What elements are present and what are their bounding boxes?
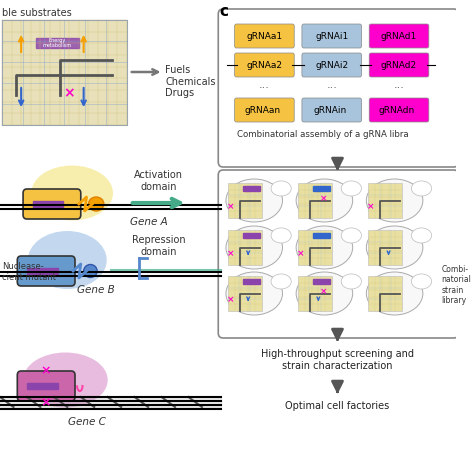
Bar	[313, 186, 330, 191]
FancyBboxPatch shape	[18, 256, 75, 286]
Text: Fuels
Chemicals
Drugs: Fuels Chemicals Drugs	[165, 65, 216, 98]
Text: Gene B: Gene B	[77, 285, 115, 295]
Bar	[27, 383, 58, 389]
Ellipse shape	[83, 264, 97, 277]
Text: ...: ...	[326, 80, 337, 90]
Bar	[228, 230, 262, 265]
Text: gRNAdn: gRNAdn	[379, 106, 415, 115]
Text: Repression
domain: Repression domain	[132, 235, 185, 256]
Text: gRNAi1: gRNAi1	[315, 31, 348, 40]
Ellipse shape	[296, 179, 353, 222]
Text: ×: ×	[367, 202, 375, 211]
FancyBboxPatch shape	[369, 98, 429, 122]
Bar	[243, 186, 260, 191]
Text: ×: ×	[227, 249, 235, 258]
FancyBboxPatch shape	[369, 24, 429, 48]
FancyBboxPatch shape	[218, 9, 459, 167]
Ellipse shape	[411, 228, 432, 243]
Bar	[36, 38, 79, 48]
Text: Optimal cell factories: Optimal cell factories	[285, 401, 390, 411]
Text: Gene C: Gene C	[68, 417, 106, 427]
Text: Activation
domain: Activation domain	[134, 170, 183, 191]
FancyBboxPatch shape	[235, 24, 294, 48]
Ellipse shape	[341, 274, 362, 289]
Ellipse shape	[271, 228, 291, 243]
Bar	[298, 183, 332, 218]
Ellipse shape	[226, 179, 283, 222]
Ellipse shape	[23, 353, 108, 408]
Ellipse shape	[366, 226, 423, 269]
Text: gRNAin: gRNAin	[313, 106, 346, 115]
Ellipse shape	[341, 181, 362, 196]
Ellipse shape	[411, 274, 432, 289]
FancyBboxPatch shape	[302, 53, 362, 77]
FancyBboxPatch shape	[235, 98, 294, 122]
FancyBboxPatch shape	[218, 170, 459, 338]
Ellipse shape	[271, 181, 291, 196]
Bar	[313, 279, 330, 284]
Text: ×: ×	[319, 287, 327, 296]
Ellipse shape	[366, 272, 423, 315]
Ellipse shape	[271, 274, 291, 289]
Bar	[228, 183, 262, 218]
Text: ×: ×	[319, 194, 327, 203]
Text: ×: ×	[227, 295, 235, 304]
Ellipse shape	[28, 231, 107, 289]
Bar	[27, 268, 58, 274]
Bar	[243, 279, 260, 284]
Text: gRNAa1: gRNAa1	[246, 31, 283, 40]
Bar	[368, 230, 402, 265]
Text: gRNAan: gRNAan	[245, 106, 281, 115]
Bar	[0, 397, 221, 407]
Text: High-throughput screening and
strain characterization: High-throughput screening and strain cha…	[261, 349, 414, 371]
Text: Energy
metabolism: Energy metabolism	[42, 37, 71, 48]
Ellipse shape	[341, 228, 362, 243]
FancyBboxPatch shape	[23, 189, 81, 219]
Ellipse shape	[411, 181, 432, 196]
Text: ×: ×	[41, 365, 51, 377]
Text: gRNAd2: gRNAd2	[381, 61, 417, 70]
Bar	[368, 276, 402, 311]
Text: ×: ×	[297, 249, 305, 258]
FancyBboxPatch shape	[302, 24, 362, 48]
Bar	[33, 201, 64, 207]
Text: Gene A: Gene A	[130, 217, 168, 227]
FancyBboxPatch shape	[369, 53, 429, 77]
Text: gRNAd1: gRNAd1	[381, 31, 417, 40]
Ellipse shape	[366, 179, 423, 222]
Text: c: c	[219, 4, 228, 19]
Text: ×: ×	[227, 202, 235, 211]
FancyBboxPatch shape	[18, 371, 75, 401]
Bar	[243, 233, 260, 238]
Text: ×: ×	[64, 86, 75, 100]
FancyBboxPatch shape	[235, 53, 294, 77]
Text: ×: ×	[41, 396, 51, 410]
Bar	[298, 276, 332, 311]
Text: Combinatorial assembly of a gRNA libra: Combinatorial assembly of a gRNA libra	[237, 130, 408, 139]
Text: ...: ...	[393, 80, 404, 90]
Bar	[2, 20, 127, 125]
Bar	[298, 230, 332, 265]
Ellipse shape	[31, 165, 113, 220]
Ellipse shape	[296, 272, 353, 315]
Text: Nuclease-
cient mutant: Nuclease- cient mutant	[2, 262, 56, 282]
Ellipse shape	[226, 272, 283, 315]
Text: ble substrates: ble substrates	[2, 8, 72, 18]
Text: ...: ...	[259, 80, 270, 90]
Ellipse shape	[226, 226, 283, 269]
FancyBboxPatch shape	[302, 98, 362, 122]
Bar	[313, 233, 330, 238]
Ellipse shape	[296, 226, 353, 269]
Bar	[228, 276, 262, 311]
Text: gRNAi2: gRNAi2	[315, 61, 348, 70]
Ellipse shape	[89, 197, 104, 211]
Text: Combi-
natorial
strain
library: Combi- natorial strain library	[441, 265, 471, 305]
Bar	[368, 183, 402, 218]
Text: gRNAa2: gRNAa2	[246, 61, 283, 70]
